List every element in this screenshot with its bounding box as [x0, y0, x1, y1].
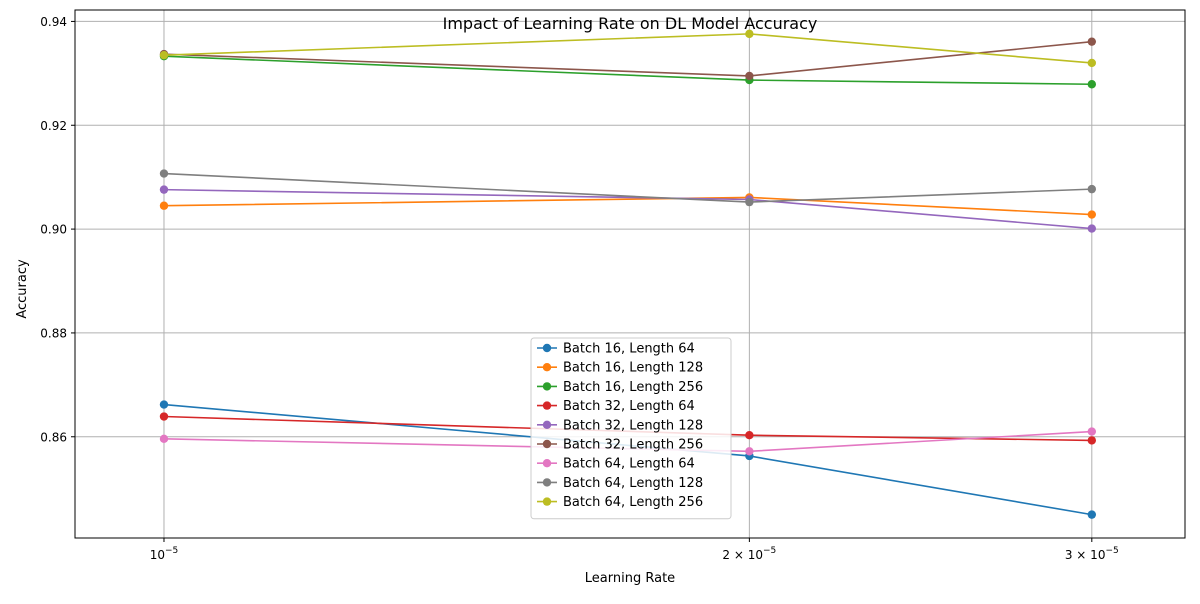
data-point: [159, 400, 169, 409]
series-9: [159, 29, 1097, 68]
data-point: [1087, 224, 1097, 233]
y-tick-label: 0.86: [40, 430, 67, 444]
data-point: [1087, 80, 1097, 89]
data-point: [1087, 37, 1097, 46]
legend-swatch-marker: [542, 343, 552, 353]
legend-label: Batch 32, Length 256: [563, 438, 703, 453]
legend-swatch-marker: [542, 401, 552, 410]
legend-label: Batch 64, Length 64: [563, 457, 695, 472]
plot-frame: [74, 9, 1186, 539]
axes: 0.86 0.88 0.90 0.92 0.94 10−5 2 × 10−5 3 × 10−5: [40, 15, 1118, 562]
legend-swatch-marker: [542, 363, 552, 372]
legend-box: [530, 337, 732, 520]
x-tick-label: 3 × 10−5: [1065, 546, 1119, 562]
legend-swatch-marker: [542, 420, 552, 429]
y-tick-label: 0.88: [40, 326, 67, 340]
data-point: [1087, 184, 1097, 194]
data-point: [745, 431, 754, 440]
legend-item: Batch 16, Length 128: [537, 361, 703, 376]
data-point: [159, 434, 169, 444]
data-point: [159, 412, 169, 421]
legend-item: Batch 16, Length 64: [537, 342, 695, 357]
data-point: [159, 169, 169, 178]
data-point: [159, 185, 169, 194]
data-point: [1087, 436, 1097, 445]
data-point: [745, 447, 754, 456]
y-tick-label: 0.92: [40, 119, 67, 133]
y-axis-label: Accuracy: [15, 259, 30, 319]
legend-label: Batch 16, Length 64: [563, 342, 695, 357]
legend-swatch-marker: [542, 382, 552, 391]
x-tick-label: 2 × 10−5: [722, 546, 776, 562]
legend-item: Batch 32, Length 256: [537, 438, 703, 453]
data-point: [159, 201, 169, 210]
legend-label: Batch 32, Length 128: [563, 418, 703, 433]
data-point: [745, 29, 754, 39]
series-1: [159, 400, 1097, 519]
legend-label: Batch 32, Length 64: [563, 399, 695, 414]
legend-swatch-marker: [542, 478, 552, 487]
legend-swatch-marker: [542, 439, 552, 449]
legend-item: Batch 64, Length 256: [537, 495, 703, 510]
legend-swatch-marker: [542, 497, 552, 506]
legend-label: Batch 64, Length 256: [563, 495, 703, 510]
legend-swatch-marker: [542, 459, 552, 468]
data-point: [1087, 427, 1097, 436]
data-point: [1087, 58, 1097, 68]
legend-label: Batch 16, Length 128: [563, 361, 703, 376]
legend-item: Batch 64, Length 64: [537, 457, 695, 472]
data-point: [745, 71, 754, 81]
data-point: [159, 50, 169, 60]
y-tick-label: 0.94: [40, 15, 67, 29]
legend-label: Batch 16, Length 256: [563, 380, 703, 395]
legend-item: Batch 64, Length 128: [537, 476, 703, 491]
data-point: [1087, 510, 1097, 519]
x-axis-label: Learning Rate: [585, 571, 675, 586]
y-tick-label: 0.90: [40, 223, 67, 237]
legend-label: Batch 64, Length 128: [563, 476, 703, 491]
x-tick-label: 10−5: [150, 546, 179, 562]
series-lines: [159, 29, 1097, 519]
data-point: [745, 197, 754, 207]
series-7: [159, 427, 1097, 456]
series-8: [159, 169, 1097, 207]
data-point: [1087, 210, 1097, 219]
legend-item: Batch 16, Length 256: [537, 380, 703, 395]
legend: Batch 16, Length 64 Batch 16, Length 128 B…: [530, 337, 732, 520]
chart-title: Impact of Learning Rate on DL Model Accu…: [443, 14, 818, 33]
legend-item: Batch 32, Length 64: [537, 399, 695, 414]
legend-item: Batch 32, Length 128: [537, 418, 703, 433]
